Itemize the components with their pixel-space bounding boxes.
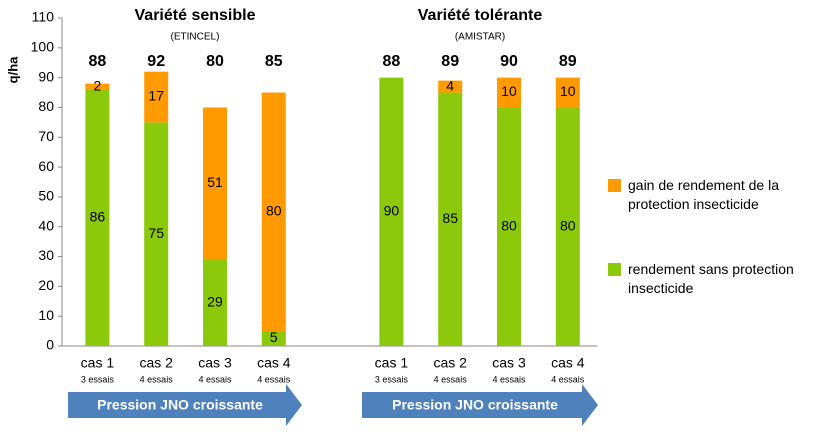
x-tick-label: cas 2 bbox=[433, 355, 467, 371]
group-title: Variété tolérante bbox=[418, 7, 543, 24]
value-label: 86 bbox=[90, 208, 106, 224]
x-tick-label: cas 4 bbox=[551, 355, 585, 371]
value-label: 80 bbox=[501, 217, 517, 233]
category-note: 4 essais bbox=[257, 374, 291, 384]
bar-segment bbox=[144, 71, 169, 123]
y-tick-label: 110 bbox=[32, 9, 55, 25]
arrow bbox=[362, 384, 598, 426]
value-label: 17 bbox=[148, 88, 164, 104]
group-subtitle: (ETINCEL) bbox=[171, 32, 220, 43]
value-label: 29 bbox=[207, 293, 223, 309]
bar-segment bbox=[555, 77, 580, 108]
value-label: 10 bbox=[501, 83, 517, 99]
category-note: 4 essais bbox=[140, 374, 174, 384]
total-label: 85 bbox=[265, 53, 283, 70]
y-tick-label: 60 bbox=[38, 158, 54, 174]
bar-segment bbox=[438, 92, 463, 346]
y-tick-label: 40 bbox=[38, 217, 54, 233]
y-tick-label: 70 bbox=[38, 128, 54, 144]
arrow-label: Pression JNO croissante bbox=[392, 397, 558, 413]
y-tick-label: 0 bbox=[46, 337, 54, 353]
total-label: 90 bbox=[500, 53, 518, 70]
y-tick-label: 90 bbox=[38, 68, 54, 84]
total-label: 92 bbox=[147, 53, 165, 70]
y-tick-label: 30 bbox=[38, 247, 54, 263]
value-label: 51 bbox=[207, 174, 223, 190]
category-note: 4 essais bbox=[492, 374, 526, 384]
y-tick-label: 20 bbox=[38, 277, 54, 293]
bar-segment bbox=[203, 259, 227, 346]
x-tick-label: cas 3 bbox=[492, 355, 526, 371]
y-tick-label: 100 bbox=[31, 39, 55, 55]
legend-label: rendement sans protection insecticide bbox=[628, 261, 794, 296]
bar-segment bbox=[203, 107, 227, 260]
bar-segment bbox=[497, 77, 521, 108]
bar-segment bbox=[85, 83, 110, 90]
legend-label: gain de rendement de la protection insec… bbox=[628, 177, 779, 212]
bar-segment bbox=[261, 92, 286, 332]
bar-segment bbox=[261, 331, 286, 346]
value-label: 85 bbox=[442, 210, 458, 226]
bar-segment bbox=[85, 89, 110, 347]
category-note: 3 essais bbox=[375, 374, 409, 384]
value-label: 90 bbox=[384, 203, 400, 219]
category-note: 4 essais bbox=[198, 374, 232, 384]
total-label: 89 bbox=[441, 53, 459, 70]
arrow-label: Pression JNO croissante bbox=[97, 397, 263, 413]
value-label: 80 bbox=[266, 203, 282, 219]
total-label: 89 bbox=[559, 53, 577, 70]
category-note: 3 essais bbox=[81, 374, 115, 384]
total-label: 88 bbox=[89, 53, 107, 70]
arrow bbox=[68, 384, 302, 426]
bar-segment bbox=[497, 107, 521, 346]
group-subtitle: (AMISTAR) bbox=[455, 32, 505, 43]
y-tick-label: 80 bbox=[38, 98, 54, 114]
y-tick-label: 50 bbox=[38, 188, 54, 204]
value-label: 80 bbox=[560, 217, 576, 233]
legend-swatch bbox=[608, 263, 621, 276]
bar-segment bbox=[438, 80, 463, 93]
bar-segment bbox=[379, 77, 404, 347]
x-tick-label: cas 2 bbox=[139, 355, 173, 371]
value-label: 10 bbox=[560, 83, 576, 99]
total-label: 80 bbox=[206, 53, 224, 70]
y-tick-label: 10 bbox=[38, 307, 54, 323]
total-label: 88 bbox=[383, 53, 401, 70]
value-label: 75 bbox=[148, 225, 164, 241]
y-axis-label: q/ha bbox=[5, 56, 20, 83]
bar-segment bbox=[144, 122, 169, 346]
category-note: 4 essais bbox=[551, 374, 585, 384]
x-tick-label: cas 4 bbox=[257, 355, 291, 371]
group-title: Variété sensible bbox=[135, 7, 256, 24]
value-label: 2 bbox=[94, 77, 102, 93]
value-label: 4 bbox=[446, 77, 454, 93]
bar-segment bbox=[555, 107, 580, 346]
legend-swatch bbox=[608, 179, 621, 192]
x-tick-label: cas 1 bbox=[81, 355, 115, 371]
value-label: 5 bbox=[270, 329, 278, 345]
x-tick-label: cas 3 bbox=[198, 355, 232, 371]
category-note: 4 essais bbox=[434, 374, 468, 384]
x-tick-label: cas 1 bbox=[375, 355, 409, 371]
